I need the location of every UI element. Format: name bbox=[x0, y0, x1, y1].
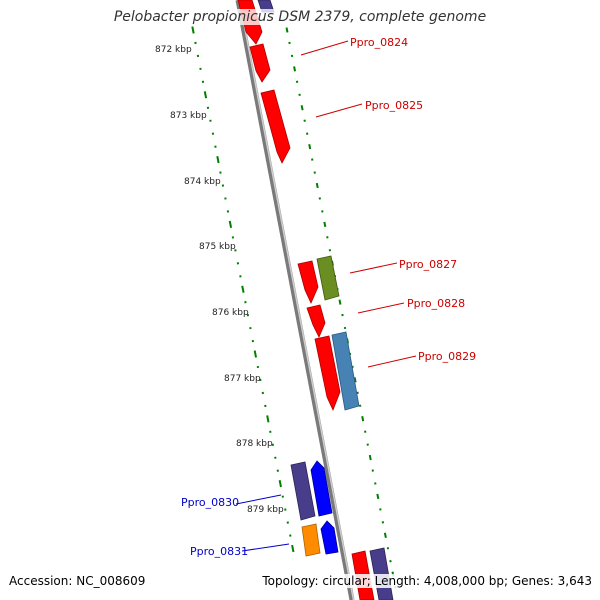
scale-major-tick bbox=[338, 299, 342, 305]
kbp-tick-label: 875 kbp bbox=[199, 242, 236, 252]
kbp-tick-label: 876 kbp bbox=[212, 308, 249, 318]
scale-major-tick bbox=[323, 221, 327, 227]
gene-label-ppro-0825[interactable]: Ppro_0825 bbox=[365, 99, 423, 112]
genome-summary-text: Topology: circular; Length: 4,008,000 bp… bbox=[262, 574, 592, 588]
scale-major-tick bbox=[361, 416, 365, 422]
gene-arrow-ppro-0831[interactable] bbox=[301, 523, 321, 557]
scale-major-tick bbox=[383, 532, 387, 538]
gene-label-ppro-0827[interactable]: Ppro_0827 bbox=[399, 258, 457, 271]
gene-arrow-ppro-0824[interactable] bbox=[249, 43, 271, 83]
kbp-tick-label: 879 kbp bbox=[247, 505, 284, 515]
gene-arrow-ppro-0830[interactable] bbox=[290, 461, 316, 521]
kbp-tick-label: 878 kbp bbox=[236, 439, 273, 449]
accession-text: Accession: NC_008609 bbox=[9, 574, 146, 588]
genome-backbone bbox=[235, 0, 355, 600]
scale-major-tick bbox=[315, 182, 319, 189]
scale-major-tick bbox=[285, 27, 289, 33]
gene-label-ppro-0824[interactable]: Ppro_0824 bbox=[350, 36, 408, 49]
genome-backbone-highlight bbox=[238, 0, 355, 600]
scale-major-tick bbox=[293, 66, 297, 72]
scale-major-tick bbox=[353, 377, 357, 383]
scale-major-tick bbox=[241, 285, 245, 293]
kbp-tick-label: 872 kbp bbox=[155, 45, 192, 55]
scale-major-tick bbox=[376, 493, 380, 500]
kbp-tick-label: 874 kbp bbox=[184, 177, 221, 187]
gene-arrow-blue[interactable] bbox=[320, 520, 339, 555]
scale-major-tick bbox=[216, 155, 220, 164]
genome-title: Pelobacter propionicus DSM 2379, complet… bbox=[0, 9, 600, 25]
scale-major-tick bbox=[368, 454, 372, 461]
kbp-tick-label: 873 kbp bbox=[170, 111, 207, 121]
gene-label-ppro-0831[interactable]: Ppro_0831 bbox=[190, 545, 248, 558]
scale-major-tick bbox=[253, 350, 258, 358]
gene-arrow-steel[interactable] bbox=[331, 331, 360, 411]
kbp-tick-label: 877 kbp bbox=[224, 374, 261, 384]
scale-major-tick bbox=[228, 220, 233, 229]
gene-arrow-ppro-0828[interactable] bbox=[306, 304, 326, 338]
scale-major-tick bbox=[203, 91, 208, 99]
gene-arrow-blue[interactable] bbox=[310, 460, 333, 517]
scale-major-tick bbox=[291, 544, 295, 553]
scale-major-tick bbox=[308, 143, 312, 150]
gene-label-ppro-0830[interactable]: Ppro_0830 bbox=[181, 496, 239, 509]
gene-arrow-ppro-0829[interactable] bbox=[314, 335, 341, 412]
gene-labels[interactable]: Ppro_0824 Ppro_0825 Ppro_0827 Ppro_0828 … bbox=[181, 36, 476, 558]
gene-arrow-olive[interactable] bbox=[316, 255, 340, 301]
gene-arrow-ppro-0825[interactable] bbox=[260, 89, 291, 164]
gene-arrow-ppro-0827[interactable] bbox=[297, 260, 319, 304]
scale-major-tick bbox=[266, 415, 270, 423]
scale-track bbox=[191, 26, 295, 553]
scale-labels: 872 kbp 873 kbp 874 kbp 875 kbp 876 kbp … bbox=[155, 45, 284, 515]
label-leaders bbox=[235, 40, 417, 552]
gene-label-ppro-0829[interactable]: Ppro_0829 bbox=[418, 350, 476, 363]
scale-major-tick bbox=[191, 26, 195, 34]
scale-major-tick bbox=[278, 480, 282, 488]
scale-major-tick bbox=[300, 105, 304, 111]
gene-label-ppro-0828[interactable]: Ppro_0828 bbox=[407, 297, 465, 310]
